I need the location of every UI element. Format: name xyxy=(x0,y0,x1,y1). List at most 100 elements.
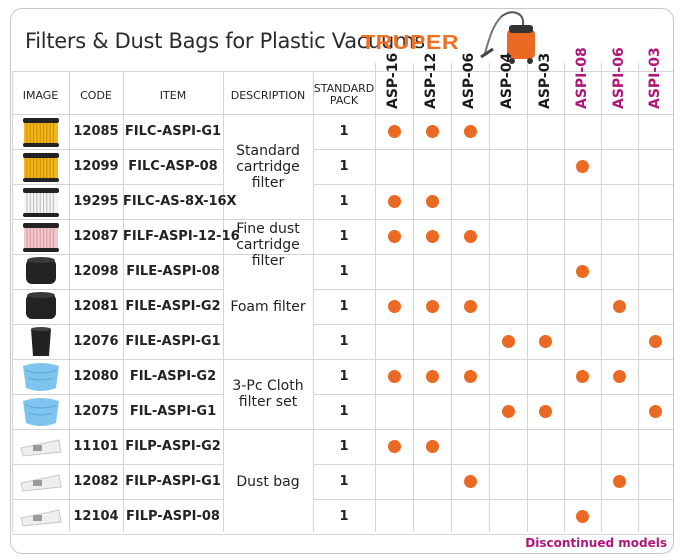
product-code: 12076 xyxy=(73,334,119,349)
product-code: 19295 xyxy=(73,194,119,209)
product-item: FIL-ASPI-G1 xyxy=(129,404,217,419)
standard-pack-value: 1 xyxy=(339,334,349,349)
product-image-black-foam-filter xyxy=(23,291,59,321)
compatible-dot xyxy=(613,300,626,313)
product-item: FILC-AS-8X-16X xyxy=(123,194,237,209)
compatible-dot xyxy=(501,335,515,348)
product-code: 11101 xyxy=(73,439,119,454)
product-image-yellow-cartridge-filter xyxy=(21,151,61,183)
product-item: FILF-ASPI-12-16 xyxy=(123,229,240,244)
column-divider xyxy=(223,71,224,532)
column-divider xyxy=(451,63,452,532)
row-divider xyxy=(12,324,673,325)
compatible-dot xyxy=(387,195,401,208)
product-item: FILC-ASP-08 xyxy=(128,159,218,174)
compatible-dot xyxy=(539,335,552,348)
standard-pack-value: 1 xyxy=(339,264,349,279)
product-item: FILC-ASPI-G1 xyxy=(124,124,222,139)
page-title: Filters & Dust Bags for Plastic Vacuums xyxy=(25,29,425,53)
product-image-black-foam-filter xyxy=(23,256,59,286)
header-item: ITEM xyxy=(159,89,187,102)
column-divider xyxy=(564,63,565,532)
column-divider xyxy=(123,71,124,532)
row-divider xyxy=(12,359,673,360)
product-item: FIL-ASPI-G2 xyxy=(129,369,217,384)
compatible-dot xyxy=(649,335,662,348)
product-code: 12087 xyxy=(73,229,119,244)
merged-cell-mask xyxy=(224,464,313,465)
product-code: 12104 xyxy=(73,509,119,524)
compatible-dot xyxy=(649,405,662,418)
model-header-asp-06: ASP-06 xyxy=(461,52,477,109)
column-divider xyxy=(313,71,314,532)
header-image: IMAGE xyxy=(22,89,59,102)
product-image-paper-dust-bag xyxy=(19,436,63,458)
column-divider xyxy=(527,63,528,532)
product-code: 12098 xyxy=(73,264,119,279)
model-header-asp-04: ASP-04 xyxy=(499,52,515,109)
compatible-dot xyxy=(501,405,515,418)
product-item: FILE-ASPI-G2 xyxy=(125,299,221,314)
compatible-dot xyxy=(463,475,477,488)
row-divider xyxy=(12,114,673,115)
description-line: 3-Pc Cloth xyxy=(232,378,304,394)
compatible-dot xyxy=(539,405,552,418)
row-divider xyxy=(12,149,673,150)
row-divider xyxy=(12,429,673,430)
compatible-dot xyxy=(463,230,477,243)
compatible-dot xyxy=(387,300,401,313)
description-group: 3-Pc Cloth filter set xyxy=(223,378,313,410)
compatible-dot xyxy=(613,475,626,488)
product-item: FILP-ASPI-08 xyxy=(126,509,220,524)
row-divider xyxy=(12,394,673,395)
row-divider xyxy=(12,464,673,465)
compatible-dot xyxy=(425,300,439,313)
description-group: Standard cartridge filter xyxy=(223,143,313,191)
column-divider xyxy=(69,71,70,532)
description-line: filter set xyxy=(238,394,298,410)
header-standard-pack: STANDARD PACK xyxy=(313,83,375,107)
product-code: 12081 xyxy=(73,299,119,314)
compatible-dot xyxy=(387,125,401,138)
product-item: FILP-ASPI-G1 xyxy=(125,474,221,489)
description-line: Standard xyxy=(236,142,300,159)
row-divider xyxy=(12,71,673,72)
product-code: 12082 xyxy=(73,474,119,489)
product-code: 12075 xyxy=(73,404,119,419)
product-item: FILE-ASPI-G1 xyxy=(125,334,221,349)
compatible-dot xyxy=(576,510,589,523)
column-divider xyxy=(601,63,602,532)
model-header-asp-12: ASP-12 xyxy=(423,52,439,109)
model-header-aspi-06: ASPI-06 xyxy=(610,47,627,109)
product-image-yellow-cartridge-filter xyxy=(21,116,61,148)
standard-pack-value: 1 xyxy=(339,299,349,314)
header-description: DESCRIPTION xyxy=(230,89,306,102)
product-image-white-cartridge-filter xyxy=(21,186,61,218)
row-divider xyxy=(12,499,673,500)
row-divider xyxy=(12,219,673,220)
standard-pack-value: 1 xyxy=(339,159,349,174)
model-header-aspi-08: ASPI-08 xyxy=(573,47,590,109)
product-image-paper-dust-bag xyxy=(19,471,63,493)
merged-cell-mask xyxy=(224,289,313,290)
compatible-dot xyxy=(387,370,401,383)
compatible-dot xyxy=(463,300,477,313)
compatible-dot xyxy=(387,230,401,243)
compatible-dot xyxy=(576,370,589,383)
description-group: Dust bag xyxy=(223,474,313,490)
model-header-asp-16: ASP-16 xyxy=(385,52,401,109)
standard-pack-value: 1 xyxy=(339,369,349,384)
compatible-dot xyxy=(425,230,439,243)
merged-cell-mask xyxy=(224,324,313,325)
product-image-blue-cloth-filter xyxy=(19,360,63,394)
catalog-card: Filters & Dust Bags for Plastic Vacuums … xyxy=(10,8,674,554)
column-divider xyxy=(673,63,674,532)
compatible-dot xyxy=(463,125,477,138)
compatible-dot xyxy=(425,195,439,208)
compatible-dot xyxy=(425,440,439,453)
description-line: Foam filter xyxy=(230,298,306,315)
description-group: Foam filter xyxy=(223,299,313,315)
merged-cell-mask xyxy=(224,184,313,185)
vacuum-icon xyxy=(480,11,535,64)
compatible-dot xyxy=(425,125,439,138)
